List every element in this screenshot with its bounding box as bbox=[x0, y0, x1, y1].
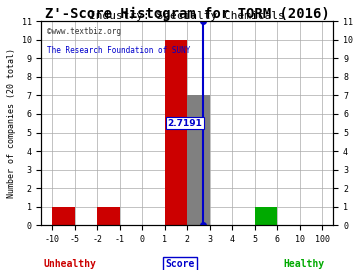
Text: Score: Score bbox=[165, 259, 195, 269]
Text: Healthy: Healthy bbox=[283, 259, 324, 269]
Text: The Research Foundation of SUNY: The Research Foundation of SUNY bbox=[47, 46, 190, 55]
Text: Unhealthy: Unhealthy bbox=[43, 259, 96, 269]
Bar bbox=[187, 95, 210, 225]
Bar bbox=[98, 207, 120, 225]
Title: Z'-Score Histogram for TORM (2016): Z'-Score Histogram for TORM (2016) bbox=[45, 7, 330, 21]
Y-axis label: Number of companies (20 total): Number of companies (20 total) bbox=[7, 48, 16, 198]
Text: Industry: Specialty Chemicals: Industry: Specialty Chemicals bbox=[89, 11, 285, 21]
Text: ©www.textbiz.org: ©www.textbiz.org bbox=[47, 27, 121, 36]
Bar bbox=[53, 207, 75, 225]
Text: 2.7191: 2.7191 bbox=[167, 119, 202, 128]
Bar bbox=[255, 207, 277, 225]
Bar bbox=[165, 40, 187, 225]
